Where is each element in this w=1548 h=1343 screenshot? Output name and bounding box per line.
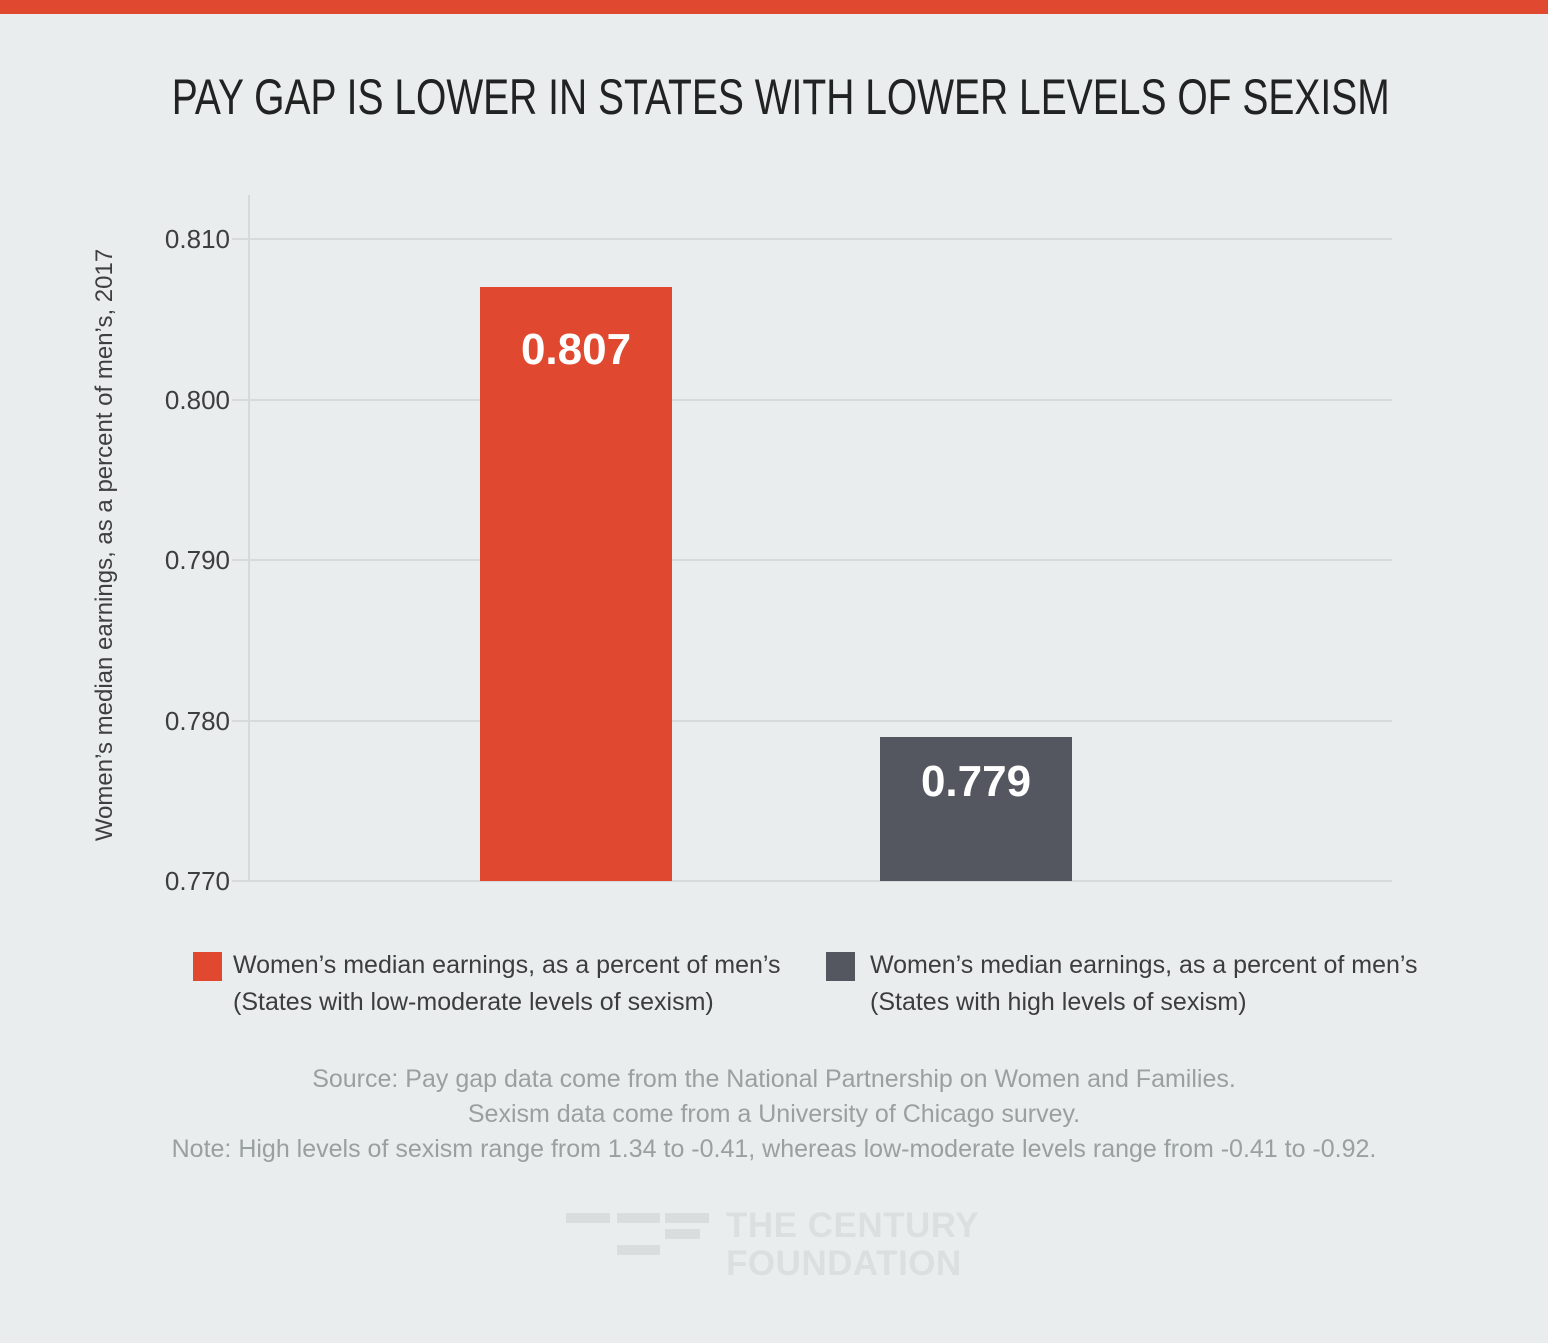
- y-axis-title: Women’s median earnings, as a percent of…: [91, 248, 118, 842]
- page-title: PAY GAP IS LOWER IN STATES WITH LOWER LE…: [0, 68, 1548, 126]
- y-tick-label: 0.800: [164, 384, 230, 415]
- legend-label-low-moderate: Women’s median earnings, as a percent of…: [233, 947, 781, 1021]
- legend-label-line2: (States with high levels of sexism): [870, 988, 1247, 1016]
- legend-label-line1: Women’s median earnings, as a percent of…: [233, 951, 781, 979]
- y-tick-label: 0.780: [164, 705, 230, 736]
- gridline: [232, 238, 1392, 240]
- logo-dash-icon: [665, 1213, 709, 1223]
- legend-swatch-high-icon: [826, 952, 855, 981]
- legend-label-high: Women’s median earnings, as a percent of…: [870, 947, 1418, 1021]
- logo-dash-icon: [566, 1213, 610, 1223]
- bar-low-moderate-sexism: 0.807: [480, 287, 672, 881]
- gridline: [232, 719, 1392, 722]
- logo-dash-icon: [665, 1229, 700, 1239]
- y-axis-line: [248, 195, 250, 881]
- gridline: [232, 880, 1392, 882]
- logo-dash-icon: [617, 1245, 660, 1255]
- source-notes: Source: Pay gap data come from the Natio…: [0, 1062, 1548, 1167]
- note-line: Note: High levels of sexism range from 1…: [171, 1135, 1377, 1163]
- y-tick-label: 0.810: [164, 224, 230, 254]
- top-accent-bar: [0, 0, 1548, 14]
- gridline: [232, 559, 1392, 561]
- logo-dash-icon: [617, 1213, 660, 1223]
- legend-swatch-low-moderate-icon: [193, 952, 222, 981]
- logo-text-line2: FOUNDATION: [726, 1244, 962, 1283]
- legend-label-line1: Women’s median earnings, as a percent of…: [870, 951, 1418, 979]
- page-title-text: PAY GAP IS LOWER IN STATES WITH LOWER LE…: [171, 69, 1390, 125]
- bar-value-label: 0.779: [920, 756, 1032, 806]
- legend-label-line2: (States with low-moderate levels of sexi…: [233, 988, 714, 1016]
- source-line-2: Sexism data come from a University of Ch…: [467, 1100, 1081, 1128]
- logo-text-line1: THE CENTURY: [726, 1206, 980, 1245]
- source-line-1: Source: Pay gap data come from the Natio…: [312, 1065, 1236, 1093]
- y-tick-label: 0.790: [164, 545, 230, 575]
- y-tick-label: 0.770: [164, 866, 230, 896]
- bar-high-sexism: 0.779: [880, 736, 1072, 881]
- gridline: [232, 398, 1392, 401]
- bar-value-label: 0.807: [520, 325, 632, 375]
